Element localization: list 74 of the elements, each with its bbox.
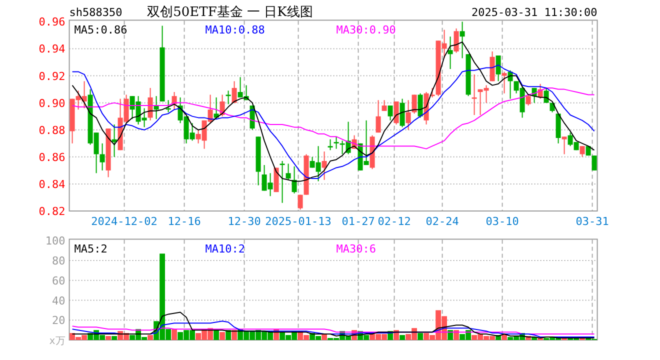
candlestick bbox=[232, 80, 237, 104]
candlestick bbox=[334, 136, 339, 150]
x-tick-label: 12-16 bbox=[168, 215, 201, 228]
bar bbox=[448, 330, 453, 340]
candlestick bbox=[376, 100, 381, 134]
candlestick bbox=[526, 94, 531, 106]
y-tick-label: 100 bbox=[45, 234, 66, 248]
bar bbox=[172, 329, 177, 340]
text: MA5:0.86 bbox=[74, 24, 128, 37]
bar bbox=[148, 335, 153, 340]
bar bbox=[418, 333, 423, 340]
y-tick-label: 0.96 bbox=[38, 16, 66, 29]
candlestick bbox=[448, 36, 453, 70]
candlestick bbox=[100, 142, 105, 171]
bar bbox=[454, 330, 459, 340]
text: sh588350 bbox=[69, 6, 122, 19]
line-series bbox=[72, 312, 595, 338]
candlestick bbox=[496, 55, 501, 82]
candlestick bbox=[502, 71, 507, 94]
bar bbox=[112, 336, 117, 340]
candlestick bbox=[400, 98, 405, 128]
candlestick bbox=[412, 94, 417, 114]
candlestick bbox=[226, 90, 231, 105]
x-tick-label: 2024-12-02 bbox=[91, 215, 158, 228]
candlestick bbox=[388, 105, 393, 121]
x-tick-label: 03-31 bbox=[576, 215, 609, 228]
bar bbox=[322, 334, 327, 340]
candlestick bbox=[454, 28, 459, 54]
y-tick-label: 60 bbox=[52, 274, 66, 288]
candlestick bbox=[406, 100, 411, 130]
bar bbox=[400, 335, 405, 340]
x-tick-label: 03-10 bbox=[486, 215, 519, 228]
bar bbox=[214, 330, 219, 340]
y-tick-label: 20 bbox=[52, 314, 66, 328]
candlestick bbox=[580, 146, 585, 158]
candlestick bbox=[382, 100, 387, 112]
candlestick bbox=[592, 155, 597, 171]
bar bbox=[220, 332, 225, 340]
y-tick-label: 0.88 bbox=[38, 124, 66, 137]
candlestick bbox=[322, 151, 327, 180]
text: 2025-03-31 11:30:00 bbox=[471, 6, 598, 19]
candlestick bbox=[328, 138, 333, 151]
y-tick-label: 0.92 bbox=[38, 70, 66, 83]
candlestick bbox=[544, 87, 549, 104]
y-tick-label: 0.94 bbox=[38, 42, 66, 56]
x-tick-label: 12-30 bbox=[228, 215, 261, 228]
y-tick-label: 0.84 bbox=[38, 178, 66, 191]
bar bbox=[106, 336, 111, 340]
y-tick-label: 0.90 bbox=[38, 96, 66, 110]
y-tick-label: 80 bbox=[52, 254, 66, 268]
candlestick bbox=[298, 194, 303, 210]
y-tick-label: 0.82 bbox=[38, 205, 66, 218]
candlestick bbox=[562, 136, 567, 155]
chart-title: 双创50ETF基金 一 日K线图 bbox=[147, 5, 313, 20]
text: MA30:6 bbox=[336, 242, 376, 256]
text: MA10:0.88 bbox=[205, 24, 265, 37]
candlestick bbox=[292, 166, 297, 194]
candlestick bbox=[472, 74, 477, 116]
y-tick-label: 0.86 bbox=[38, 150, 66, 164]
candlestick bbox=[418, 92, 423, 118]
text: MA10:2 bbox=[205, 242, 246, 256]
text: MA30:0.90 bbox=[336, 24, 396, 37]
x-tick-label: 01-27 bbox=[342, 215, 375, 228]
candlestick bbox=[280, 160, 285, 204]
bar bbox=[232, 330, 237, 340]
text: MA5:2 bbox=[74, 242, 108, 256]
x-tick-label: 2025-01-13 bbox=[265, 215, 332, 228]
candlestick bbox=[166, 100, 171, 113]
candlestick bbox=[286, 163, 291, 180]
y-tick-label: 40 bbox=[52, 294, 66, 308]
x-tick-label: 02-24 bbox=[426, 215, 460, 228]
y-axis-title: x万 bbox=[49, 336, 66, 347]
candlestick bbox=[460, 21, 465, 59]
x-tick-label: 02-12 bbox=[378, 215, 411, 228]
